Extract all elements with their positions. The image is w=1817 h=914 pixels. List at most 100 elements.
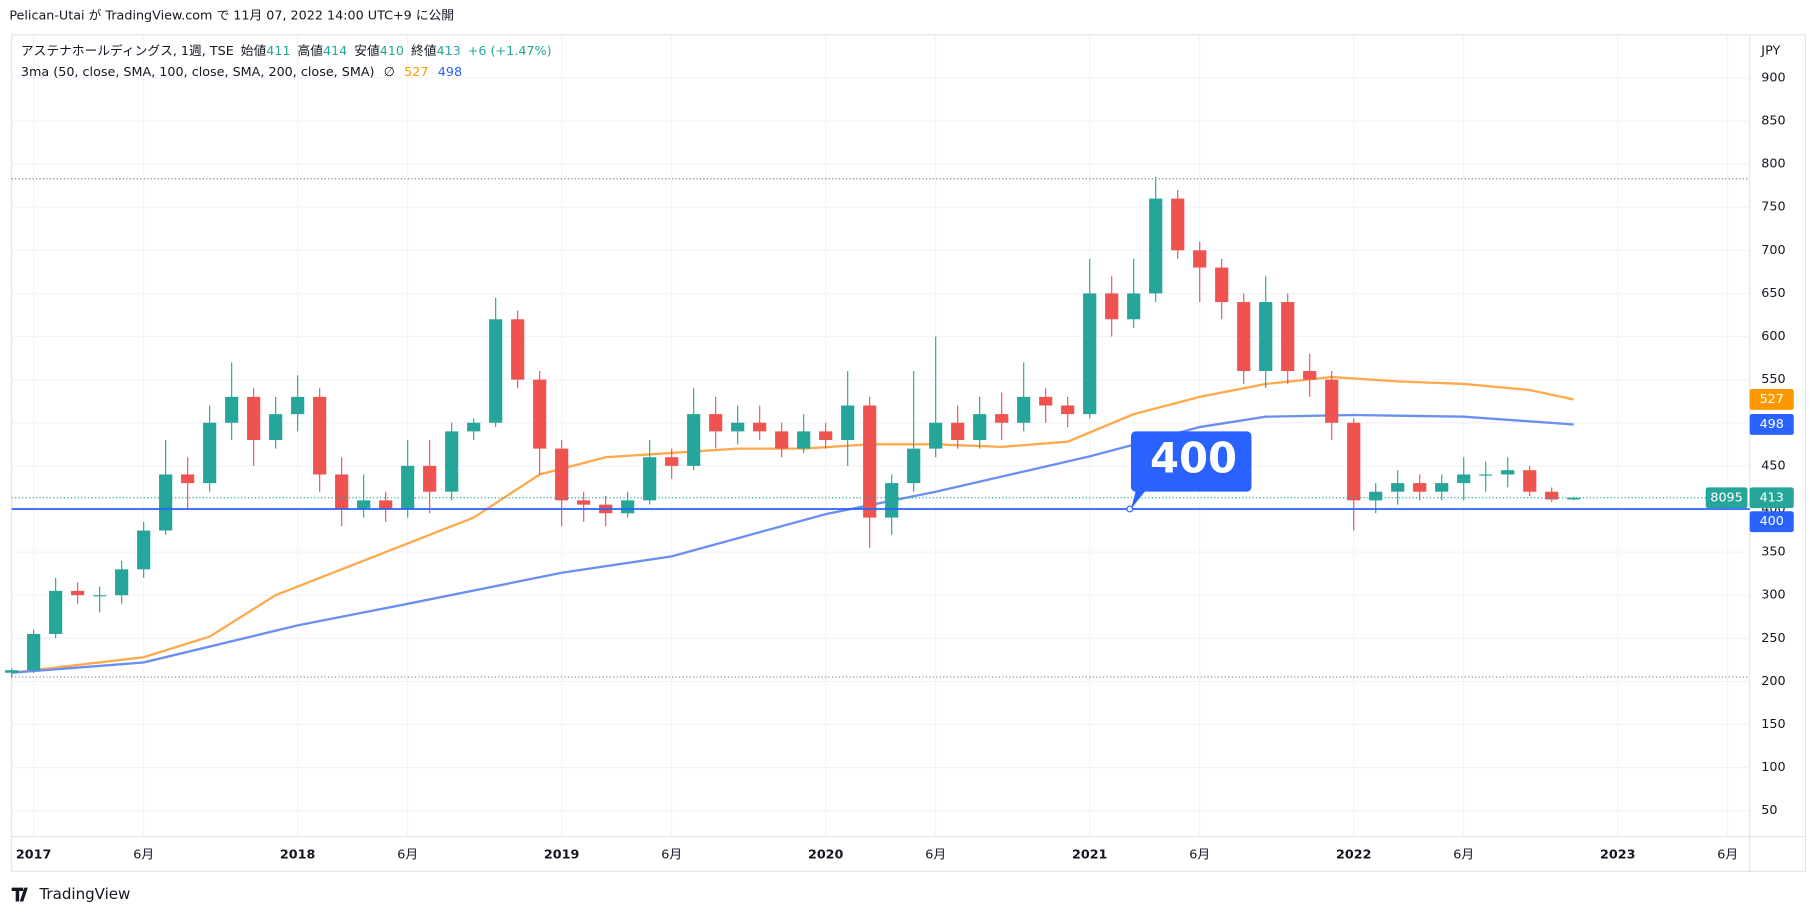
- candle-body: [1017, 396, 1031, 423]
- candle-body: [445, 431, 459, 492]
- y-tick-label: 100: [1761, 760, 1785, 775]
- candle-body: [1127, 293, 1141, 320]
- candle-body: [951, 422, 965, 440]
- candle-body: [1303, 371, 1317, 380]
- x-tick-label: 6月: [1717, 848, 1738, 863]
- candle-body: [1171, 198, 1185, 251]
- price-badge: [1749, 414, 1794, 435]
- x-tick-label: 2018: [280, 848, 316, 863]
- candle-body: [93, 595, 107, 597]
- ohlc-label: 始値: [241, 42, 267, 58]
- candle-body: [1347, 422, 1361, 501]
- logo-text: TradingView: [38, 885, 130, 903]
- ma-line: [11, 375, 1574, 674]
- y-tick-label: 600: [1761, 329, 1785, 344]
- candle-body: [1105, 293, 1119, 320]
- candle-body: [5, 670, 19, 673]
- price-badge-text: 498: [1760, 417, 1784, 432]
- candle-body: [379, 500, 393, 509]
- candle-body: [335, 474, 349, 509]
- currency: JPY: [1760, 43, 1780, 58]
- candle-body: [269, 414, 283, 440]
- publish-info: Pelican-Utai が TradingView.com で 11月 07,…: [9, 9, 454, 24]
- candle-body: [643, 457, 657, 501]
- candle-body: [1061, 405, 1075, 415]
- candle-body: [159, 474, 173, 531]
- y-tick-label: 750: [1761, 200, 1785, 215]
- candle-body: [709, 414, 723, 432]
- y-tick-label: 150: [1761, 717, 1785, 732]
- indicator-icon: ∅: [384, 64, 395, 79]
- y-tick-label: 650: [1761, 286, 1785, 301]
- candle-body: [247, 396, 261, 440]
- logo-icon: [11, 887, 28, 902]
- candle-body: [687, 414, 701, 466]
- x-tick-label: 2023: [1600, 848, 1635, 863]
- price-badge-text: 527: [1760, 392, 1784, 407]
- y-tick-label: 450: [1761, 458, 1785, 473]
- candle-body: [27, 633, 41, 671]
- legend-indicator: 3ma (50, close, SMA, 100, close, SMA, 20…: [21, 64, 462, 79]
- frame: [11, 34, 1806, 872]
- candle-body: [841, 405, 855, 440]
- plot: 400: [5, 34, 1750, 837]
- logo: TradingView: [11, 885, 130, 903]
- ohlc-label: 安値: [354, 42, 380, 58]
- candle-body: [511, 319, 525, 380]
- ma-value: 498: [438, 64, 462, 79]
- candle-body: [291, 396, 305, 415]
- candle-body: [533, 379, 547, 449]
- change: +6 (+1.47%): [468, 43, 552, 58]
- candle-body: [1479, 474, 1493, 476]
- y-tick-label: 800: [1761, 157, 1785, 172]
- candle-body: [203, 422, 217, 484]
- price-badge: [1705, 487, 1748, 509]
- x-tick-label: 6月: [1453, 848, 1474, 863]
- y-tick-label: 900: [1761, 70, 1785, 85]
- price-badge: [1749, 511, 1794, 533]
- candle-body: [1237, 302, 1251, 372]
- candle-body: [731, 422, 745, 432]
- ohlc-value: 410: [380, 43, 404, 58]
- candle-body: [71, 590, 85, 596]
- candle-body: [1083, 293, 1097, 415]
- candle-body: [1545, 491, 1559, 500]
- candle-body: [467, 422, 481, 432]
- candle-body: [313, 396, 327, 475]
- candle-body: [225, 396, 239, 423]
- candle-body: [907, 448, 921, 484]
- callout-text: 400: [1150, 433, 1237, 482]
- candle-body: [181, 474, 195, 484]
- candle-body: [973, 414, 987, 440]
- candle-body: [115, 569, 129, 596]
- candle-body: [1281, 302, 1295, 372]
- candle-body: [489, 319, 503, 423]
- price-badge-text: 413: [1760, 490, 1784, 505]
- candle-body: [665, 457, 679, 466]
- candle-body: [1149, 198, 1163, 294]
- x-tick-label: 2022: [1336, 848, 1371, 863]
- y-tick-label: 850: [1761, 113, 1785, 128]
- candle-body: [995, 414, 1009, 423]
- anchor-point: [1126, 505, 1134, 513]
- ohlc-value: 411: [266, 43, 290, 58]
- candle-body: [621, 500, 635, 514]
- indicator: 3ma (50, close, SMA, 100, close, SMA, 20…: [21, 64, 375, 79]
- candle-body: [863, 405, 877, 518]
- x-tick-label: 2019: [544, 848, 580, 863]
- candle-body: [1435, 483, 1449, 492]
- candle-body: [423, 465, 437, 492]
- y-tick-label: 350: [1761, 545, 1785, 560]
- x-tick-label: 6月: [133, 848, 154, 863]
- candle-body: [1215, 267, 1229, 303]
- price-badge: [1749, 389, 1794, 410]
- y-tick-label: 250: [1761, 631, 1785, 646]
- callout-box: [1130, 431, 1252, 509]
- candle-body: [1413, 483, 1427, 492]
- ohlc-label: 高値: [297, 42, 323, 58]
- candle-body: [1039, 396, 1053, 406]
- candle-body: [775, 431, 789, 449]
- candle-body: [1457, 474, 1471, 484]
